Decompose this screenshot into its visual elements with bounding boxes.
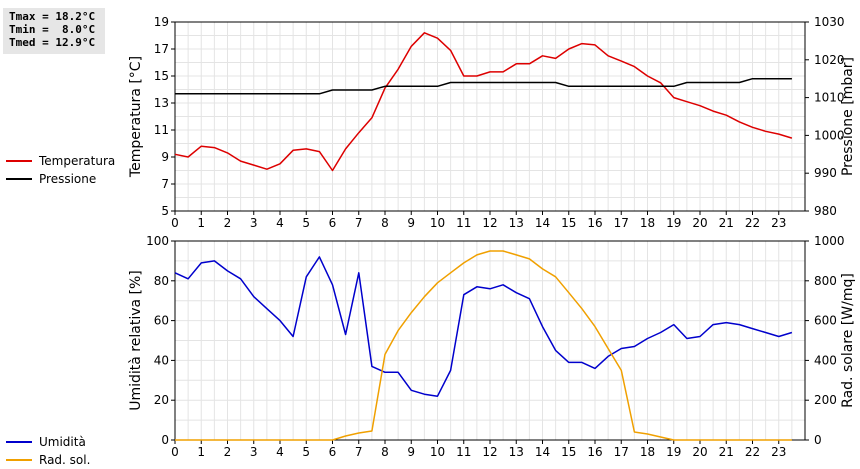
stat-tmax: Tmax = 18.2°C [9,10,96,23]
chart1-series-temperatura [174,32,793,172]
chart2-ytick-label: 0 [161,433,169,447]
chart1-y2tick-label: 980 [814,204,837,218]
chart2-y2tick-label: 200 [814,393,837,407]
stats-box: Tmax = 18.2°C Tmin = 8.0°C Tmed = 12.9°C [3,8,105,54]
chart2-xtick-label: 9 [407,445,415,459]
chart2-ytick-label: 80 [154,274,169,288]
chart1-y2tick-label: 1000 [814,128,845,142]
legend-item-temperatura: Temperatura [6,152,115,170]
chart2-xtick-label: 21 [719,445,734,459]
chart2-xtick-label: 20 [692,445,707,459]
chart2-y2tick-label: 1000 [814,234,845,248]
chart2-xtick-label: 13 [509,445,524,459]
chart1-xtick-label: 12 [482,216,497,230]
chart2-y2label: Rad. solare [W/mq] [840,273,856,408]
chart2-xtick-label: 16 [587,445,602,459]
chart2-xtick-label: 11 [456,445,471,459]
chart2-xtick-label: 2 [224,445,232,459]
chart2-y2tick-label: 400 [814,353,837,367]
chart1-ytick-label: 5 [161,204,169,218]
stat-tmed: Tmed = 12.9°C [9,36,96,49]
stat-tmin: Tmin = 8.0°C [9,23,96,36]
chart2-xtick-label: 14 [535,445,550,459]
chart2-xtick-label: 23 [771,445,786,459]
chart1-ytick-label: 11 [154,123,169,137]
chart1-series-pressione [175,77,792,95]
chart2-xtick-label: 6 [329,445,337,459]
chart1-xtick-label: 18 [640,216,655,230]
chart1-y2tick-label: 990 [814,166,837,180]
chart2-xtick-label: 8 [381,445,389,459]
chart2-xtick-label: 18 [640,445,655,459]
chart2-xtick-label: 4 [276,445,284,459]
legend-swatch-pressione [6,178,32,180]
chart1-xtick-label: 9 [407,216,415,230]
chart2-xtick-label: 19 [666,445,681,459]
legend-label-temperatura: Temperatura [39,154,116,168]
chart1-ytick-label: 13 [154,96,169,110]
chart2-ytick-label: 60 [154,314,169,328]
chart2-xtick-label: 0 [171,445,179,459]
chart2-ytick-label: 40 [154,353,169,367]
chart1-y2tick-label: 1020 [814,53,845,67]
chart1-xtick-label: 23 [771,216,786,230]
chart1-xtick-label: 0 [171,216,179,230]
chart2-xtick-label: 10 [430,445,445,459]
chart2-ylabel: Umidità relativa [%] [128,270,144,411]
chart1-ytick-label: 17 [154,42,169,56]
chart1-y2tick-label: 1010 [814,91,845,105]
chart1-xtick-label: 7 [355,216,363,230]
chart2-y2tick-label: 0 [814,433,822,447]
legend-item-pressione: Pressione [6,170,115,188]
chart1-xtick-label: 16 [587,216,602,230]
chart1-xtick-label: 3 [250,216,258,230]
legend-top: Temperatura Pressione [6,152,115,188]
chart2-xtick-label: 1 [197,445,205,459]
legend-swatch-temperatura [6,160,32,162]
chart2-xtick-label: 7 [355,445,363,459]
chart1-xtick-label: 2 [224,216,232,230]
chart1-xtick-label: 22 [745,216,760,230]
chart1-xtick-label: 20 [692,216,707,230]
chart2-xtick-label: 5 [302,445,310,459]
chart1-xtick-label: 8 [381,216,389,230]
chart2-xtick-label: 3 [250,445,258,459]
chart1-ytick-label: 19 [154,15,169,29]
chart1-xtick-label: 17 [614,216,629,230]
chart2-series-rad-sol [175,250,792,441]
chart1-ytick-label: 7 [161,177,169,191]
chart2-y2tick-label: 800 [814,274,837,288]
chart1-xtick-label: 5 [302,216,310,230]
legend-swatch-umidita [6,441,32,443]
chart2-series-umidit [174,256,793,397]
chart1-ylabel: Temperatura [°C] [128,56,144,178]
chart1-ytick-label: 9 [161,150,169,164]
chart2-xtick-label: 12 [482,445,497,459]
legend-label-umidita: Umidità [39,435,86,449]
chart2-xtick-label: 15 [561,445,576,459]
chart1-xtick-label: 6 [329,216,337,230]
chart1-ytick-label: 15 [154,69,169,83]
chart2-ytick-label: 100 [146,234,169,248]
chart1-xtick-label: 21 [719,216,734,230]
chart2-ytick-label: 20 [154,393,169,407]
chart2-y2tick-label: 600 [814,314,837,328]
chart1-xtick-label: 10 [430,216,445,230]
chart2-xtick-label: 17 [614,445,629,459]
chart1-xtick-label: 19 [666,216,681,230]
chart1-xtick-label: 14 [535,216,550,230]
chart2-xtick-label: 22 [745,445,760,459]
legend-item-umidita: Umidità [6,433,90,451]
chart1-xtick-label: 11 [456,216,471,230]
chart1-y2tick-label: 1030 [814,15,845,29]
chart1-xtick-label: 1 [197,216,205,230]
chart1-y2label: Pressione [mbar] [840,57,856,176]
legend-label-pressione: Pressione [39,172,97,186]
chart1-xtick-label: 4 [276,216,284,230]
chart1-xtick-label: 13 [509,216,524,230]
chart1-xtick-label: 15 [561,216,576,230]
